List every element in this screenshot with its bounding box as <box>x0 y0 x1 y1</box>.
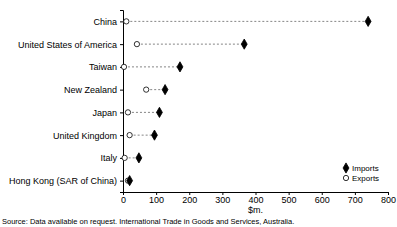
y-tick-label: New Zealand <box>64 85 117 95</box>
point <box>241 39 247 49</box>
x-tick: 400 <box>248 192 263 205</box>
x-tick-label: 600 <box>315 195 330 205</box>
y-tick-mark <box>120 90 123 91</box>
point <box>121 64 126 69</box>
point <box>144 87 149 92</box>
legend-item: Imports <box>343 163 379 173</box>
x-tick: 500 <box>282 192 297 205</box>
point <box>162 85 168 95</box>
point <box>124 19 129 24</box>
point <box>122 155 127 160</box>
marks <box>121 16 371 185</box>
range-line <box>124 66 180 67</box>
legend-label: Exports <box>352 174 379 183</box>
chart: 0 100 200 300 400 500 600 700 800 China United Sta… <box>0 0 397 227</box>
x-axis: 0 100 200 300 400 500 600 700 800 <box>121 192 396 205</box>
y-tick-mark <box>120 44 123 45</box>
point <box>156 107 162 117</box>
x-tick-label: 0 <box>121 195 126 205</box>
x-tick: 600 <box>315 192 330 205</box>
x-tick-label: 300 <box>215 195 230 205</box>
x-tick-label: 800 <box>381 195 396 205</box>
y-tick-label: Italy <box>100 153 117 163</box>
point <box>152 130 158 140</box>
x-tick-label: 100 <box>149 195 164 205</box>
plot: 0 100 200 300 400 500 600 700 800 China United Sta… <box>9 11 396 206</box>
y-axis-line <box>120 11 124 193</box>
y-tick: China <box>93 17 123 27</box>
y-tick-label: United Kingdom <box>53 131 117 141</box>
x-tick: 300 <box>215 192 230 205</box>
point <box>127 176 133 186</box>
range-line <box>130 135 155 136</box>
y-axis: China United States of America Taiwan New Z… <box>9 11 124 193</box>
x-tick: 0 <box>121 192 126 205</box>
y-tick-mark <box>120 135 123 136</box>
range-line <box>128 112 159 113</box>
range-line <box>126 21 368 22</box>
y-tick-label: Japan <box>92 108 117 118</box>
legend: ImportsExports <box>343 163 379 183</box>
legend-symbol <box>343 163 349 173</box>
x-tick-label: 200 <box>182 195 197 205</box>
y-tick-mark <box>120 21 123 22</box>
x-tick: 100 <box>149 192 164 205</box>
legend-label: Imports <box>352 164 379 173</box>
x-tick: 200 <box>182 192 197 205</box>
point <box>136 153 142 163</box>
source-note: Source: Data available on request. Inter… <box>2 217 294 226</box>
legend-item: Exports <box>343 174 379 183</box>
y-tick: Hong Kong (SAR of China) <box>9 176 123 186</box>
x-axis-title: $m. <box>248 205 263 215</box>
x-tick-label: 400 <box>248 195 263 205</box>
x-tick-label: 700 <box>348 195 363 205</box>
range-line <box>137 44 244 45</box>
y-tick: Taiwan <box>89 62 123 72</box>
y-tick-mark <box>120 112 123 113</box>
y-tick-label: Taiwan <box>89 62 117 72</box>
y-tick-label: United States of America <box>18 40 117 50</box>
legend-symbol <box>343 175 348 180</box>
y-tick: New Zealand <box>64 85 123 95</box>
x-tick: 700 <box>348 192 363 205</box>
point <box>125 110 130 115</box>
y-tick-mark <box>120 181 123 182</box>
y-tick-label: Hong Kong (SAR of China) <box>9 176 117 186</box>
x-tick-label: 500 <box>282 195 297 205</box>
y-tick: Japan <box>92 108 123 118</box>
y-tick-label: China <box>93 17 117 27</box>
y-tick: United States of America <box>18 40 123 50</box>
y-tick: United Kingdom <box>53 131 123 141</box>
y-tick: Italy <box>100 153 123 163</box>
point <box>365 16 371 26</box>
point <box>134 41 139 46</box>
point <box>177 62 183 72</box>
x-tick: 800 <box>381 192 396 205</box>
point <box>127 132 132 137</box>
